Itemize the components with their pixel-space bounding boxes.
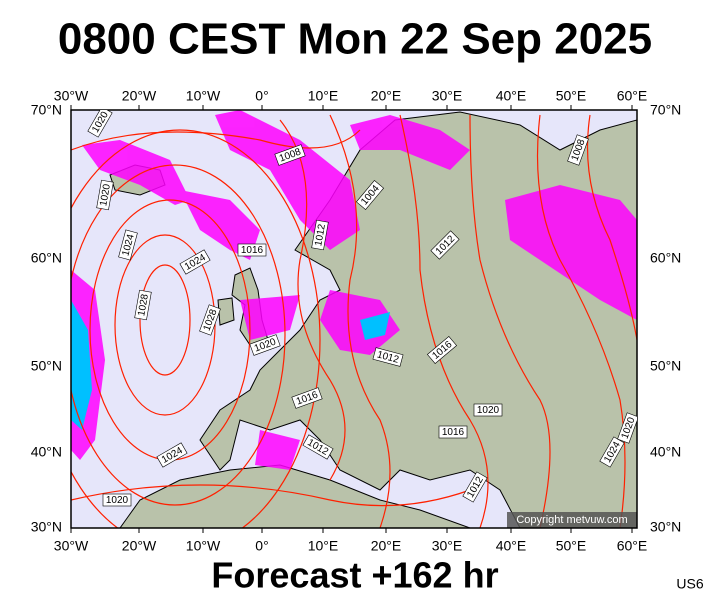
isobar-value: 1016 [442, 427, 465, 438]
longitude-label-bottom: 20°W [122, 538, 157, 554]
longitude-label-top: 40°E [496, 88, 527, 104]
precipitation [71, 110, 637, 470]
isobar-label-box [237, 243, 267, 257]
isobar-label: 1016 [237, 243, 267, 257]
isobar-label-box [134, 289, 152, 321]
isobar-label-box [156, 442, 188, 468]
isobar-label-box [426, 335, 458, 365]
latitude-label-left: 30°N [31, 519, 62, 535]
isobar-label: 1016 [438, 425, 468, 439]
isobar-label-box [302, 434, 334, 460]
longitude-label-bottom: 50°E [556, 538, 587, 554]
isobar-label-box [87, 110, 113, 138]
isobar-label: 1020 [102, 493, 132, 507]
longitude-label-bottom: 30°E [432, 538, 463, 554]
isobar-label-box [473, 403, 503, 417]
latitude-label-left: 50°N [31, 358, 62, 374]
heavy-precipitation [71, 300, 390, 430]
isobar-value: 1020 [98, 183, 113, 207]
isobar-label: 1028 [134, 289, 152, 321]
isobar-label-box [291, 387, 323, 409]
isobar-label: 1012 [311, 219, 329, 251]
latitude-label-right: 30°N [650, 519, 681, 535]
longitude-label-bottom: 60°E [617, 538, 648, 554]
longitude-label-top: 20°W [122, 88, 157, 104]
isobar-value: 1012 [313, 223, 328, 247]
longitude-label-top: 60°E [617, 88, 648, 104]
latitude-label-right: 40°N [650, 444, 681, 460]
isobar-label-box [102, 493, 132, 507]
latitude-label-left: 40°N [31, 444, 62, 460]
map-body: Copyright metvuw.com [71, 110, 637, 528]
map-frame [70, 109, 638, 529]
isobar-label-box [462, 471, 488, 503]
isobar-label-box [274, 144, 306, 166]
longitude-label-bottom: 40°E [496, 538, 527, 554]
longitude-label-bottom: 0° [255, 538, 268, 554]
longitude-label-top: 50°E [556, 88, 587, 104]
longitude-label-top: 30°E [432, 88, 463, 104]
isobar-label-box [311, 219, 329, 251]
isobar-label-box [118, 229, 138, 261]
isobar-label-box [249, 334, 281, 356]
latitude-label-right: 60°N [650, 250, 681, 266]
map-title: 0800 CEST Mon 22 Sep 2025 [58, 15, 652, 64]
isobar-label: 1020 [473, 403, 503, 417]
longitude-label-top: 10°W [186, 88, 221, 104]
latitude-label-right: 50°N [650, 358, 681, 374]
isobar-value: 1016 [241, 245, 264, 256]
longitude-label-bottom: 20°E [371, 538, 402, 554]
isobar-label-box [355, 179, 385, 211]
longitude-label-top: 0° [255, 88, 268, 104]
longitude-label-top: 30°W [54, 88, 89, 104]
isobar-label-box [96, 179, 114, 211]
isobar-value: 1020 [106, 495, 129, 506]
latitude-label-left: 70°N [31, 102, 62, 118]
isobar-label-box [372, 347, 404, 367]
isobar-label-box [430, 230, 460, 260]
isobars [71, 114, 637, 528]
forecast-label: Forecast +162 hr [211, 555, 498, 596]
longitude-label-bottom: 10°E [308, 538, 339, 554]
isobar-label-box [617, 412, 637, 444]
isobar-value: 1028 [136, 293, 151, 317]
isobar-label-box [438, 425, 468, 439]
corner-code: US6 [676, 576, 703, 592]
copyright-box [507, 512, 637, 528]
longitude-label-top: 20°E [371, 88, 402, 104]
longitude-label-top: 10°E [308, 88, 339, 104]
latitude-label-right: 70°N [650, 102, 681, 118]
longitude-label-bottom: 10°W [186, 538, 221, 554]
isobar-label-box [179, 249, 211, 275]
isobar-label: 1020 [96, 179, 114, 211]
isobar-label: 1024 [118, 229, 138, 261]
isobar-label: 1012 [372, 347, 404, 367]
isobar-label-box [199, 304, 221, 336]
latitude-label-left: 60°N [31, 250, 62, 266]
longitude-label-bottom: 30°W [54, 538, 89, 554]
isobar-label-box [567, 134, 589, 166]
copyright: Copyright metvuw.com [516, 514, 627, 526]
isobar-value: 1020 [477, 405, 500, 416]
